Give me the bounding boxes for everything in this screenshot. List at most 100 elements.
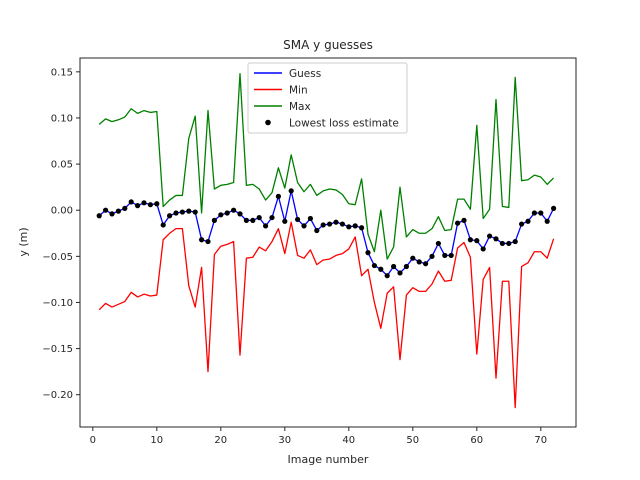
- scatter-point: [487, 233, 493, 239]
- scatter-point: [167, 213, 173, 219]
- series-line-min: [98, 221, 555, 409]
- legend-label: Guess: [289, 68, 321, 80]
- scatter-point: [512, 238, 518, 245]
- scatter-point: [103, 207, 109, 213]
- scatter-point: [237, 211, 243, 217]
- series-layer: [96, 73, 557, 409]
- scatter-point: [307, 215, 313, 222]
- y-tick-label: −0.15: [42, 344, 73, 355]
- scatter-point: [544, 218, 550, 224]
- legend-label: Max: [289, 101, 311, 113]
- y-tick-label: 0.00: [51, 206, 73, 217]
- scatter-point: [467, 237, 473, 243]
- scatter-point: [154, 201, 160, 207]
- scatter-point: [205, 238, 211, 245]
- scatter-point: [263, 223, 269, 229]
- scatter-point: [352, 223, 358, 229]
- y-tick-label: 0.15: [51, 67, 73, 78]
- scatter-point: [339, 221, 345, 227]
- scatter-point: [179, 209, 185, 215]
- scatter-point: [275, 193, 281, 199]
- scatter-point: [423, 261, 429, 267]
- scatter-point: [397, 270, 403, 276]
- scatter-point: [186, 208, 192, 214]
- scatter-point: [288, 188, 294, 194]
- y-tick-label: −0.10: [42, 298, 73, 309]
- y-axis: −0.20 −0.15 −0.10 −0.05 0.00 0.05 0.10 0.15: [42, 67, 80, 401]
- scatter-point: [128, 199, 134, 205]
- legend-swatch: [265, 119, 271, 126]
- legend-label: Lowest loss estimate: [289, 118, 399, 130]
- x-tick-label: 40: [342, 435, 355, 446]
- scatter-point: [384, 273, 390, 279]
- scatter-point: [282, 218, 288, 224]
- plot-frame: [79, 57, 577, 428]
- x-axis-label: Image number: [288, 453, 369, 466]
- x-tick-label: 10: [150, 435, 163, 446]
- x-tick-label: 50: [406, 435, 419, 446]
- scatter-point: [256, 214, 262, 221]
- scatter-point: [480, 246, 486, 252]
- scatter-point: [410, 255, 416, 261]
- scatter-point: [327, 221, 333, 227]
- scatter-point: [141, 200, 147, 206]
- scatter-point: [301, 223, 307, 229]
- scatter-point: [474, 238, 480, 244]
- scatter-point: [218, 212, 224, 218]
- scatter-point: [391, 263, 397, 270]
- scatter-point: [96, 213, 102, 219]
- scatter-point: [122, 205, 128, 211]
- scatter-point: [115, 208, 121, 214]
- scatter-point: [435, 240, 441, 247]
- scatter-point: [455, 220, 461, 226]
- legend: Guess Min Max Lowest loss estimate: [247, 62, 408, 134]
- scatter-point: [314, 227, 320, 234]
- scatter-point: [538, 210, 544, 216]
- scatter-point: [192, 209, 198, 215]
- scatter-point: [506, 240, 512, 247]
- scatter-point: [429, 253, 435, 259]
- scatter-point: [243, 217, 249, 223]
- legend-label: Min: [289, 85, 308, 97]
- scatter-point: [269, 214, 275, 221]
- scatter-point: [359, 225, 365, 231]
- scatter-point: [531, 210, 538, 216]
- scatter-point: [525, 218, 531, 224]
- legend-box: [247, 62, 408, 134]
- scatter-point: [371, 262, 377, 269]
- scatter-point: [231, 207, 237, 213]
- y-tick-label: 0.10: [51, 113, 73, 124]
- scatter-point: [519, 221, 525, 227]
- y-axis-label: y (m): [17, 227, 30, 256]
- scatter-point: [109, 211, 115, 217]
- scatter-point: [250, 217, 256, 223]
- scatter-point: [346, 224, 352, 230]
- scatter-point: [551, 205, 557, 211]
- y-tick-label: 0.05: [51, 160, 73, 171]
- scatter-point: [135, 203, 141, 209]
- x-tick-label: 70: [534, 435, 547, 446]
- scatter-point: [493, 236, 499, 242]
- scatter-point: [295, 216, 301, 223]
- scatter-point: [378, 266, 384, 272]
- scatter-point: [199, 237, 205, 243]
- x-tick-label: 60: [470, 435, 483, 446]
- scatter-point: [442, 252, 448, 259]
- scatter-point: [403, 263, 409, 270]
- scatter-point: [333, 219, 339, 225]
- x-axis: 0 10 20 30 40 50 60 70: [90, 427, 547, 446]
- scatter-point: [499, 240, 505, 247]
- chart-title: SMA y guesses: [283, 38, 373, 52]
- scatter-point: [147, 202, 153, 208]
- x-tick-label: 30: [278, 435, 291, 446]
- x-tick-label: 0: [90, 435, 96, 446]
- scatter-point: [211, 217, 217, 223]
- legend-items: Guess Min Max Lowest loss estimate: [254, 68, 399, 130]
- x-tick-label: 20: [214, 435, 227, 446]
- scatter-point: [224, 210, 230, 216]
- scatter-point: [365, 250, 371, 256]
- y-tick-label: −0.20: [42, 390, 73, 401]
- scatter-point: [160, 222, 166, 228]
- scatter-point: [461, 217, 467, 223]
